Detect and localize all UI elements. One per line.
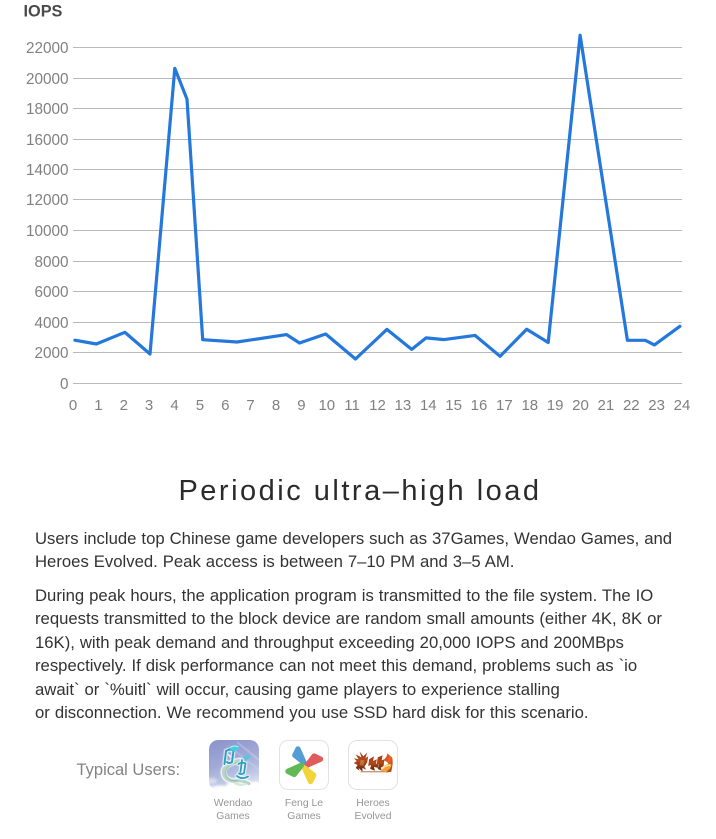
svg-text:10000: 10000 <box>26 223 69 240</box>
svg-text:4: 4 <box>170 397 178 414</box>
svg-text:22000: 22000 <box>26 40 69 57</box>
svg-text:2: 2 <box>120 397 128 414</box>
svg-text:2000: 2000 <box>34 345 68 362</box>
svg-text:15: 15 <box>445 397 462 414</box>
svg-text:20000: 20000 <box>26 71 69 88</box>
svg-text:14: 14 <box>420 397 437 414</box>
svg-text:16000: 16000 <box>26 132 69 149</box>
svg-text:12: 12 <box>369 397 386 414</box>
svg-text:8000: 8000 <box>34 254 68 271</box>
svg-text:11: 11 <box>344 397 360 414</box>
svg-text:7: 7 <box>246 397 254 414</box>
svg-text:4000: 4000 <box>34 315 68 332</box>
svg-text:0: 0 <box>60 376 69 393</box>
svg-text:13: 13 <box>395 397 412 414</box>
svg-text:IOPS: IOPS <box>24 2 63 20</box>
svg-text:8: 8 <box>272 397 280 414</box>
svg-text:14000: 14000 <box>26 162 69 179</box>
svg-text:18: 18 <box>521 397 538 414</box>
svg-text:10: 10 <box>318 397 335 414</box>
svg-text:22: 22 <box>623 397 640 414</box>
svg-text:21: 21 <box>598 397 615 414</box>
svg-text:20: 20 <box>572 397 589 414</box>
svg-text:9: 9 <box>297 397 305 414</box>
svg-text:3: 3 <box>145 397 153 414</box>
svg-text:1: 1 <box>94 397 102 414</box>
svg-text:23: 23 <box>648 397 665 414</box>
svg-text:17: 17 <box>496 397 513 414</box>
svg-text:18000: 18000 <box>26 101 69 118</box>
svg-text:6: 6 <box>221 397 229 414</box>
svg-text:24: 24 <box>674 397 691 414</box>
svg-text:0: 0 <box>69 397 77 414</box>
svg-text:12000: 12000 <box>26 192 69 209</box>
svg-text:6000: 6000 <box>34 284 68 301</box>
svg-text:19: 19 <box>547 397 564 414</box>
svg-text:16: 16 <box>471 397 488 414</box>
svg-text:5: 5 <box>196 397 204 414</box>
